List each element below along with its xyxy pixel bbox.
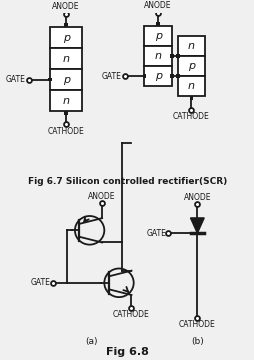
Polygon shape <box>190 218 203 233</box>
Text: (a): (a) <box>85 337 98 346</box>
Text: p: p <box>62 75 69 85</box>
Bar <box>48 78 52 81</box>
Bar <box>64 23 68 27</box>
Text: GATE: GATE <box>6 75 26 84</box>
Text: Fig 6.7 Silicon controlled rectifier(SCR): Fig 6.7 Silicon controlled rectifier(SCR… <box>28 177 227 186</box>
Text: p: p <box>154 31 161 41</box>
Text: GATE: GATE <box>146 229 165 238</box>
Text: n: n <box>62 95 69 105</box>
Bar <box>169 74 173 78</box>
Bar <box>50 69 82 90</box>
Bar <box>175 54 179 58</box>
Bar <box>177 76 204 96</box>
Bar <box>169 54 173 58</box>
Text: n: n <box>62 54 69 63</box>
Bar <box>189 96 193 100</box>
Text: CATHODE: CATHODE <box>47 127 84 136</box>
Text: ANODE: ANODE <box>52 2 80 11</box>
Bar <box>156 22 160 26</box>
Text: n: n <box>154 51 161 61</box>
Text: n: n <box>187 41 194 51</box>
Bar <box>50 48 82 69</box>
Text: GATE: GATE <box>102 72 121 81</box>
Text: n: n <box>187 81 194 91</box>
Text: CATHODE: CATHODE <box>178 320 215 329</box>
Text: (b): (b) <box>190 337 203 346</box>
Text: ANODE: ANODE <box>183 193 210 202</box>
Text: GATE: GATE <box>31 278 51 287</box>
Bar <box>144 46 171 66</box>
Text: p: p <box>62 32 69 42</box>
Bar <box>64 111 68 115</box>
Bar <box>144 26 171 46</box>
Text: ANODE: ANODE <box>88 192 115 201</box>
Bar <box>142 74 146 78</box>
Bar <box>144 66 171 86</box>
Text: CATHODE: CATHODE <box>172 112 209 121</box>
Text: p: p <box>154 71 161 81</box>
Bar <box>177 56 204 76</box>
Text: Fig 6.8: Fig 6.8 <box>106 347 149 357</box>
Text: ANODE: ANODE <box>144 1 171 10</box>
Text: CATHODE: CATHODE <box>113 310 149 319</box>
Bar <box>175 74 179 78</box>
Text: p: p <box>187 61 194 71</box>
Bar <box>50 90 82 111</box>
Bar <box>50 27 82 48</box>
Bar <box>177 36 204 56</box>
